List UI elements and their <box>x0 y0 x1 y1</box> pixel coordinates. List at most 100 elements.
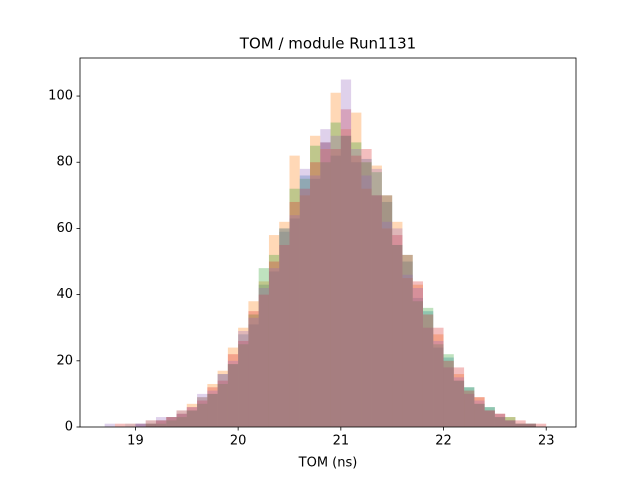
histogram-bar <box>227 347 239 427</box>
histogram-bar <box>525 423 536 427</box>
histogram-bar <box>186 410 198 427</box>
histogram-bar <box>412 301 423 427</box>
histogram-bar <box>166 417 177 427</box>
x-tick-label: 22 <box>435 434 452 449</box>
histogram-bar <box>392 221 403 427</box>
histogram-bar <box>238 344 249 427</box>
histogram-bar <box>197 393 208 427</box>
histogram-bar <box>125 423 136 427</box>
y-tick-label: 100 <box>48 89 73 104</box>
histogram-bar <box>197 400 208 427</box>
histogram-bar <box>443 367 454 427</box>
y-tick-label: 40 <box>56 287 73 302</box>
histogram-bar <box>155 420 167 427</box>
histogram-bar <box>474 403 485 427</box>
histogram-bar <box>207 387 218 427</box>
histogram-bar <box>453 380 465 427</box>
histogram-bar <box>330 92 341 428</box>
histogram-bar <box>289 188 300 427</box>
histogram-bar <box>525 423 536 427</box>
histogram-bar <box>453 380 465 427</box>
histogram-bar <box>289 155 300 427</box>
histogram-bar <box>484 410 495 427</box>
histogram-bar <box>464 393 475 427</box>
histogram-bar <box>320 149 331 427</box>
histogram-bar <box>217 374 228 427</box>
histogram-bar <box>525 423 536 427</box>
histogram-bar <box>505 420 516 427</box>
histogram-bar <box>268 254 280 427</box>
histogram-bar <box>351 162 362 427</box>
chart-title: TOM / module Run1131 <box>239 35 416 53</box>
plot-frame <box>79 57 577 428</box>
histogram-bar <box>412 284 423 427</box>
histogram-bar <box>207 393 218 427</box>
histogram-bar <box>248 324 259 427</box>
histogram-bar <box>515 423 526 427</box>
histogram-bar <box>268 235 280 427</box>
histogram-bar <box>145 420 156 427</box>
histogram-bar <box>299 178 311 427</box>
histogram-bar <box>464 393 475 427</box>
histogram-bar <box>515 423 526 427</box>
histogram-bar <box>464 387 475 427</box>
histogram-bar <box>186 407 198 427</box>
histogram-bar <box>351 112 362 428</box>
histogram-bar <box>145 423 156 427</box>
x-axis-label: TOM (ns) <box>298 456 358 471</box>
histogram-bar <box>238 327 249 427</box>
histogram-bar <box>422 311 434 427</box>
histogram-bar <box>310 145 321 427</box>
histogram-bar <box>258 294 269 427</box>
histogram-bar <box>299 175 311 427</box>
histogram-bar <box>433 334 444 427</box>
histograms <box>104 79 547 428</box>
histogram-bar <box>330 155 341 427</box>
histogram-bar <box>494 413 506 427</box>
histogram-bar <box>340 135 352 427</box>
histogram-bar <box>340 109 352 428</box>
histogram-bar <box>166 417 177 427</box>
histogram-bar <box>412 297 423 427</box>
histogram-bar <box>145 423 156 427</box>
x-tick-label: 23 <box>538 434 555 449</box>
histogram-bar <box>433 327 444 427</box>
histogram-bar <box>289 201 300 427</box>
histogram-bar <box>371 195 382 427</box>
histogram-bar <box>217 383 228 427</box>
histogram-bar <box>279 231 290 427</box>
histogram-bar <box>474 400 485 427</box>
histogram-bar <box>166 417 177 427</box>
histogram-bar <box>155 417 167 427</box>
histogram-bar <box>176 410 187 427</box>
histogram-bar <box>494 417 506 427</box>
histogram-bar <box>310 162 321 427</box>
x-tick-label: 19 <box>127 434 144 449</box>
histogram-bar <box>299 168 311 427</box>
histogram-bar <box>505 417 516 427</box>
histogram-bar <box>268 268 280 427</box>
histogram-bar <box>176 413 187 427</box>
histogram-bar <box>525 423 536 427</box>
histogram-bar <box>310 135 321 427</box>
histogram-bar <box>443 367 454 427</box>
histogram-bar <box>381 201 393 427</box>
histogram-bar <box>186 407 198 427</box>
histogram-bar <box>422 327 434 427</box>
histogram-bar <box>310 175 321 427</box>
histogram-bar <box>474 397 485 427</box>
histogram-bar <box>238 331 249 427</box>
histogram-bar <box>371 172 382 427</box>
histogram-bar <box>176 417 187 427</box>
histogram-bar <box>422 314 434 427</box>
histogram-bar <box>268 271 280 427</box>
histogram-bar <box>505 417 516 427</box>
histogram-bar <box>248 301 259 427</box>
histogram-bar <box>155 423 167 427</box>
x-tick-label: 21 <box>333 434 350 449</box>
histogram-bar <box>392 235 403 427</box>
histogram-bar <box>197 403 208 427</box>
histogram-bar <box>361 188 372 427</box>
histogram-bar <box>217 374 228 427</box>
